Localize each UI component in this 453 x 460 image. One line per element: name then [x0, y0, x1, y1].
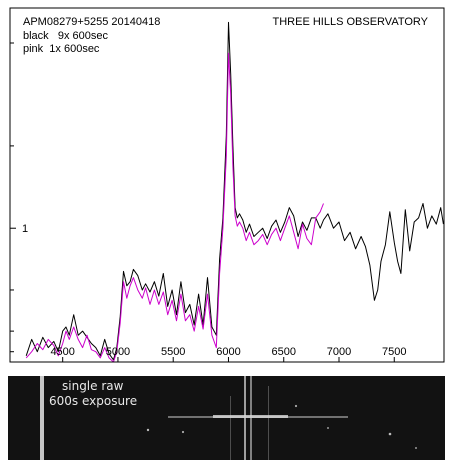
star-dot: [146, 428, 150, 432]
x-tick-label: 5500: [161, 346, 185, 358]
x-tick-label: 7000: [327, 346, 351, 358]
star-dot: [388, 432, 392, 436]
observatory-label: THREE HILLS OBSERVATORY: [273, 16, 429, 28]
x-tick-label: 6500: [271, 346, 295, 358]
plot-frame: [9, 7, 445, 363]
x-tick-label: 7500: [382, 346, 406, 358]
raw-caption-line1: single raw: [62, 379, 124, 393]
sky-line: [40, 376, 44, 460]
raw-exposure-image: single raw 600s exposure: [8, 376, 445, 460]
legend-entry-pink: pink 1x 600sec: [23, 43, 100, 55]
plot-area: [0, 0, 453, 372]
y-tick-label: 1: [22, 223, 28, 235]
x-tick-label: 6000: [216, 346, 240, 358]
spectrum-trace: [213, 415, 288, 418]
x-tick-label: 4500: [50, 346, 74, 358]
star-dot: [415, 447, 417, 449]
chart-title: APM08279+5255 20140418: [23, 16, 160, 28]
star-dot: [327, 427, 329, 429]
raw-caption-line2: 600s exposure: [49, 394, 138, 408]
sky-line: [230, 396, 231, 460]
series-line-pink: [25, 52, 324, 363]
legend-entry-black: black 9x 600sec: [23, 30, 108, 42]
sky-line: [268, 386, 269, 460]
star-dot: [294, 404, 298, 408]
series-line-black: [25, 21, 444, 361]
x-tick-label: 5000: [106, 346, 130, 358]
spectrum-plot: 4500 5000 5500 6000 6500 7000 7500 1 APM08279+5…: [0, 0, 453, 372]
star-dot: [181, 430, 185, 434]
